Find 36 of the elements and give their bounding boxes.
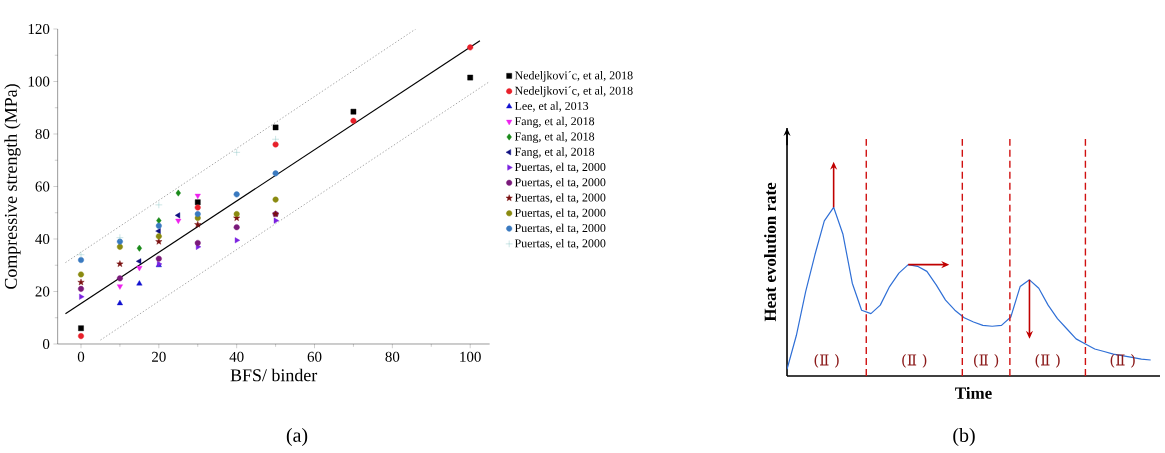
annotation: (Ⅱ ) xyxy=(974,354,999,368)
y-tick-label: 40 xyxy=(35,233,50,245)
legend-label: Nedeljkovi´c, et al, 2018 xyxy=(514,70,633,82)
x-axis-title: Time xyxy=(955,386,992,399)
x-tick-label: 80 xyxy=(385,351,400,362)
y-tick-label: 60 xyxy=(35,181,50,192)
y-tick-label: 20 xyxy=(35,286,50,297)
x-tick-label: 60 xyxy=(307,351,322,362)
x-tick-label: 20 xyxy=(152,351,166,362)
y-axis-title: Compressive strength (MPa) xyxy=(4,84,21,289)
x-axis-title: BFS/ binder xyxy=(230,368,318,382)
y-tick-label: 0 xyxy=(42,338,50,350)
legend-label: Lee, et al, 2013 xyxy=(514,101,589,112)
y-axis-title: Heat evolution rate xyxy=(764,182,777,322)
legend-label: Puertas, el ta, 2000 xyxy=(514,177,606,189)
annotation: (Ⅱ ) xyxy=(1110,354,1135,368)
legend-label: Puertas, el ta, 2000 xyxy=(514,208,606,219)
text: (a) xyxy=(286,427,308,447)
y-tick-label: 120 xyxy=(28,23,50,35)
annotation: (Ⅱ ) xyxy=(814,354,839,368)
y-tick-label: 100 xyxy=(28,76,50,87)
x-tick-label: 0 xyxy=(77,351,85,362)
legend-label: Puertas, el ta, 2000 xyxy=(514,223,606,234)
legend-label: Nedeljkovi´c, et al, 2018 xyxy=(514,86,633,98)
legend-label: Fang, et al, 2018 xyxy=(514,147,595,159)
y-tick-label: 80 xyxy=(35,128,50,140)
text: (b) xyxy=(953,427,975,447)
legend-label: Fang, et al, 2018 xyxy=(514,116,595,128)
legend-label: Puertas, el ta, 2000 xyxy=(514,238,606,250)
legend-label: Puertas, el ta, 2000 xyxy=(514,193,606,204)
legend-label: Fang, et al, 2018 xyxy=(514,132,595,143)
annotation: (Ⅱ ) xyxy=(1035,354,1060,368)
x-tick-label: 100 xyxy=(460,351,481,362)
x-tick-label: 40 xyxy=(229,351,244,362)
annotation: (Ⅱ ) xyxy=(902,354,927,368)
legend-label: Puertas, el ta, 2000 xyxy=(514,162,606,173)
